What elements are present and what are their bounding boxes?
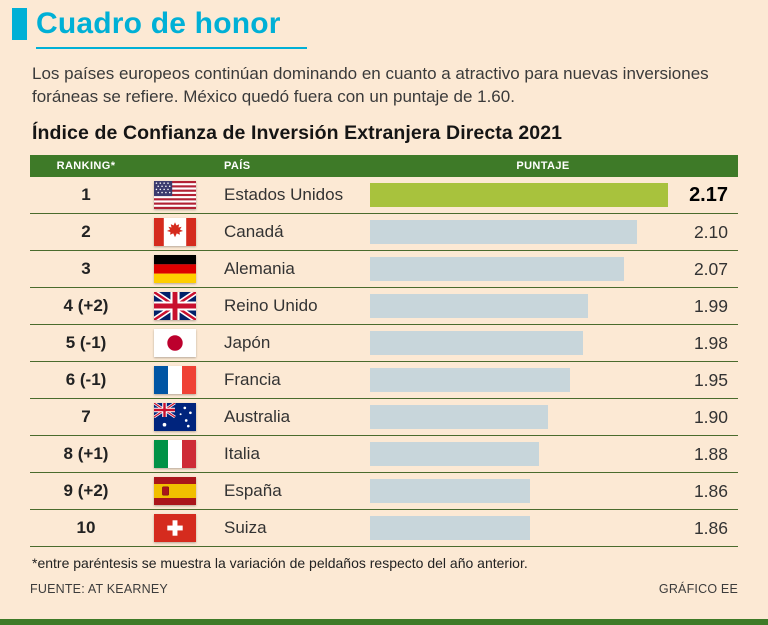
flag-australia-icon (142, 403, 208, 432)
score-bar (370, 479, 531, 504)
table-row: 5 (-1) Japón 1.98 (30, 325, 738, 363)
title-row: Cuadro de honor (12, 8, 738, 49)
score-value: 1.90 (693, 406, 728, 427)
score-bar-track (358, 436, 668, 472)
ranking-table: RANKING* PAÍS PUNTAJE 1 Estados Unidos 2.1… (30, 155, 738, 548)
flag-espana-icon (142, 477, 208, 506)
country-name: Estados Unidos (224, 185, 344, 205)
score-bar (370, 183, 668, 208)
score-bar-track (358, 325, 668, 361)
score-value: 1.99 (693, 295, 728, 316)
country-name: Reino Unido (224, 296, 318, 316)
table-row: 8 (+1) Italia 1.88 (30, 436, 738, 474)
score-bar (370, 294, 588, 319)
flag-estados-unidos-icon (142, 181, 208, 210)
score-bar-track (358, 251, 668, 287)
score-bar-track (358, 362, 668, 398)
header-ranking: RANKING* (56, 160, 116, 173)
score-bar-track (358, 214, 668, 250)
table-body: 1 Estados Unidos 2.17 2 Canadá 2.10 3 Alemania 2… (30, 177, 738, 548)
table-row: 10 Suiza 1.86 (30, 510, 738, 548)
score-bar (370, 516, 531, 541)
country-name: Canadá (224, 222, 284, 242)
header-puntaje: PUNTAJE (516, 160, 570, 173)
flag-italia-icon (142, 440, 208, 469)
score-bar-track (358, 288, 668, 324)
score-bar (370, 368, 571, 393)
ranking-value: 6 (-1) (65, 370, 107, 390)
score-value: 1.95 (693, 369, 728, 390)
accent-square (12, 8, 27, 40)
country-name: Alemania (224, 259, 295, 279)
ranking-value: 7 (81, 407, 91, 427)
score-bar (370, 442, 539, 467)
ranking-value: 8 (+1) (63, 444, 109, 464)
ranking-value: 2 (81, 222, 91, 242)
score-value: 1.88 (693, 443, 728, 464)
flag-reino-unido-icon (142, 292, 208, 321)
score-value: 1.98 (693, 332, 728, 353)
table-header: RANKING* PAÍS PUNTAJE (30, 155, 738, 178)
chart-title: Índice de Confianza de Inversión Extranj… (32, 122, 563, 145)
ranking-value: 4 (+2) (63, 296, 109, 316)
flag-canada-icon (142, 218, 208, 247)
score-bar-track (358, 510, 668, 546)
score-bar-track (358, 177, 668, 213)
score-bar-track (358, 473, 668, 509)
flag-alemania-icon (142, 255, 208, 284)
score-bar-track (358, 399, 668, 435)
table-row: 4 (+2) Reino Unido 1.99 (30, 288, 738, 326)
score-bar (370, 220, 637, 245)
ranking-value: 3 (81, 259, 91, 279)
flag-francia-icon (142, 366, 208, 395)
flag-japon-icon (142, 329, 208, 358)
score-bar (370, 405, 548, 430)
ranking-value: 1 (81, 185, 91, 205)
table-row: 7 Australia 1.90 (30, 399, 738, 437)
country-name: Japón (224, 333, 271, 353)
intro-text: Los países europeos continúan dominando … (32, 63, 709, 106)
score-value: 1.86 (693, 480, 728, 501)
header-pais: PAÍS (224, 160, 251, 173)
country-name: Francia (224, 370, 281, 390)
country-name: España (224, 481, 282, 501)
page-title: Cuadro de honor (36, 8, 307, 49)
score-value: 2.10 (693, 221, 728, 242)
ranking-value: 10 (76, 518, 96, 538)
score-value: 2.17 (689, 183, 728, 206)
country-name: Italia (224, 444, 260, 464)
country-name: Suiza (224, 518, 267, 538)
table-row: 2 Canadá 2.10 (30, 214, 738, 252)
score-bar (370, 331, 584, 356)
score-value: 2.07 (693, 258, 728, 279)
ranking-value: 5 (-1) (65, 333, 107, 353)
graphic-credit: GRÁFICO EE (658, 582, 738, 597)
footer: FUENTE: AT KEARNEY GRÁFICO EE (30, 582, 738, 596)
table-row: 3 Alemania 2.07 (30, 251, 738, 289)
table-row: 1 Estados Unidos 2.17 (30, 177, 738, 215)
ranking-value: 9 (+2) (63, 481, 109, 501)
footnote: *entre paréntesis se muestra la variació… (32, 555, 528, 572)
table-row: 6 (-1) Francia 1.95 (30, 362, 738, 400)
table-row: 9 (+2) España 1.86 (30, 473, 738, 511)
flag-suiza-icon (142, 514, 208, 543)
bottom-border-bar (0, 619, 768, 625)
score-value: 1.86 (693, 517, 728, 538)
source-credit: FUENTE: AT KEARNEY (30, 582, 168, 597)
country-name: Australia (224, 407, 291, 427)
score-bar (370, 257, 624, 282)
